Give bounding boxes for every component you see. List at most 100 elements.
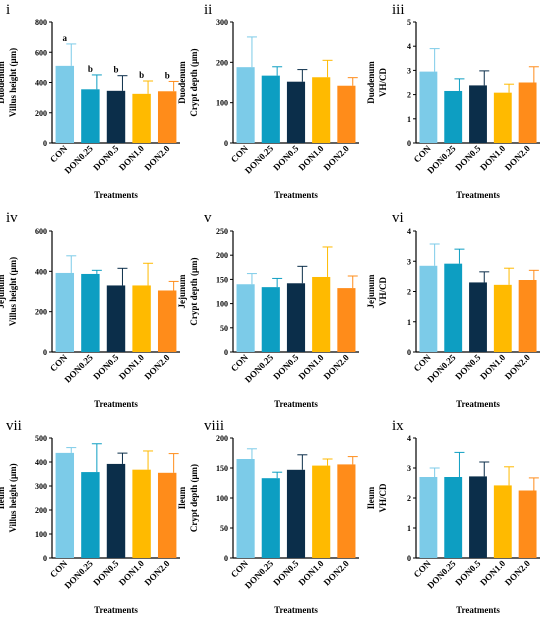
bar-DON0.25 bbox=[261, 478, 280, 558]
bar-DON1.0 bbox=[312, 465, 331, 558]
y-tick-label: 200 bbox=[216, 434, 228, 443]
y-tick-label: 2 bbox=[407, 91, 411, 100]
significance-letter: b bbox=[113, 65, 118, 75]
panel-label: v bbox=[204, 210, 212, 226]
x-tick-label: DON0.25 bbox=[62, 558, 95, 591]
bar-DON0.25 bbox=[261, 75, 280, 143]
y-tick-label: 200 bbox=[35, 308, 47, 317]
y-tick-label: 3 bbox=[407, 257, 411, 266]
x-tick-label: DON1.0 bbox=[478, 143, 508, 173]
bar-DON2.0 bbox=[157, 472, 177, 558]
y-tick-label: 100 bbox=[216, 300, 228, 309]
bar-DON2.0 bbox=[337, 85, 356, 143]
bar-CON bbox=[55, 65, 75, 143]
bar-CON bbox=[419, 265, 438, 352]
chart-panel-vii: vii 0 100 200 300 400 500 CONDON0.25DON0.5DON1.… bbox=[0, 418, 180, 615]
y-axis-title-line-2: Villus height (μm) bbox=[8, 48, 18, 117]
bar-DON0.5 bbox=[106, 463, 126, 558]
x-axis-title: Treatments bbox=[94, 605, 138, 615]
x-tick-label: DON2.0 bbox=[503, 558, 533, 588]
y-tick-label: 3 bbox=[407, 464, 411, 473]
y-axis-title-line-1: Jejunum bbox=[0, 274, 6, 309]
x-tick-label: DON0.5 bbox=[271, 558, 301, 588]
y-tick-label: 200 bbox=[35, 109, 47, 118]
significance-letter: b bbox=[165, 70, 170, 80]
x-tick-label: DON0.5 bbox=[271, 143, 301, 173]
y-tick-label: 0 bbox=[407, 348, 411, 357]
y-tick-label: 0 bbox=[224, 139, 228, 148]
x-tick-label: DON2.0 bbox=[322, 143, 352, 173]
bar-DON0.5 bbox=[286, 81, 306, 143]
x-tick-label: DON0.5 bbox=[271, 352, 301, 382]
significance-letter: b bbox=[139, 70, 144, 80]
bar-DON2.0 bbox=[157, 91, 177, 143]
y-tick-label: 4 bbox=[407, 434, 411, 443]
x-axis-title: Treatments bbox=[456, 605, 500, 615]
y-tick-label: 0 bbox=[43, 348, 47, 357]
bar-DON0.5 bbox=[286, 283, 306, 352]
x-tick-label: DON0.5 bbox=[453, 352, 483, 382]
y-axis-title-line-1: Jejunum bbox=[177, 274, 187, 309]
x-tick-label: DON1.0 bbox=[117, 558, 147, 588]
significance-letter: a bbox=[63, 33, 68, 43]
x-tick-label: DON1.0 bbox=[478, 352, 508, 382]
x-tick-label: DON0.5 bbox=[91, 558, 121, 588]
chart-panel-ix: ix01234CONDON0.25DON0.5DON1.0DON2.0Treat… bbox=[366, 418, 540, 615]
x-tick-label: DON1.0 bbox=[117, 143, 147, 173]
panel-label: i bbox=[6, 2, 10, 18]
chart-panel-i: i 0 200 400 600 800 a CON b DON0.25 b DON0.5 b DON1.0… bbox=[0, 2, 180, 200]
x-tick-label: DON2.0 bbox=[322, 558, 352, 588]
x-tick-label: DON1.0 bbox=[296, 352, 326, 382]
bar-DON1.0 bbox=[132, 93, 151, 143]
bar-DON1.0 bbox=[132, 285, 151, 352]
y-axis-title-line-2: Villus height (μm) bbox=[8, 463, 18, 532]
y-axis-title-line-2: VH/CD bbox=[378, 68, 388, 98]
bar-DON1.0 bbox=[493, 284, 512, 352]
y-tick-label: 3 bbox=[407, 66, 411, 75]
y-tick-label: 300 bbox=[216, 18, 228, 27]
x-tick-label: CON bbox=[48, 558, 70, 580]
y-tick-label: 600 bbox=[35, 227, 47, 236]
x-axis-title: Treatments bbox=[274, 399, 318, 409]
panel-label: viii bbox=[204, 418, 224, 434]
y-tick-label: 5 bbox=[407, 18, 411, 27]
y-tick-label: 50 bbox=[220, 324, 228, 333]
y-tick-label: 200 bbox=[35, 506, 47, 515]
y-axis-title-line-1: Duodenum bbox=[0, 61, 6, 104]
bar-DON1.0 bbox=[493, 485, 512, 558]
chart-panel-viii: viii 0 50 100 150 200 CONDON0.25DON0.5DON1.0DO… bbox=[177, 418, 359, 615]
x-tick-label: CON bbox=[412, 143, 434, 165]
bar-DON2.0 bbox=[157, 290, 177, 352]
x-axis-title: Treatments bbox=[94, 190, 138, 200]
x-tick-label: CON bbox=[48, 143, 70, 165]
x-tick-label: DON2.0 bbox=[503, 143, 533, 173]
x-tick-label: DON1.0 bbox=[296, 558, 326, 588]
y-tick-label: 1 bbox=[407, 524, 411, 533]
x-tick-label: DON2.0 bbox=[142, 352, 172, 382]
y-axis-title-line-2: VH/CD bbox=[378, 277, 388, 307]
panel-label: iv bbox=[6, 210, 18, 226]
bar-CON bbox=[419, 71, 438, 143]
x-tick-label: CON bbox=[412, 558, 434, 580]
x-tick-label: DON0.25 bbox=[243, 143, 276, 176]
x-axis-title: Treatments bbox=[274, 605, 318, 615]
y-tick-label: 600 bbox=[35, 48, 47, 57]
bar-DON2.0 bbox=[518, 490, 537, 558]
y-tick-label: 400 bbox=[35, 267, 47, 276]
chart-panel-iv: iv 0 200 400 600 CONDON0.25DON0.5DON1.0DON2.0… bbox=[0, 210, 180, 409]
y-tick-label: 0 bbox=[407, 139, 411, 148]
chart-panel-v: v 0 50 100 150 200 250 CONDON0.25DON0.5DON1.0DO… bbox=[177, 210, 359, 409]
y-axis-title-line-1: Duodenum bbox=[177, 61, 187, 104]
y-axis-title-line-2: Crypt depth (μm) bbox=[189, 464, 199, 532]
chart-panel-vi: vi01234CONDON0.25DON0.5DON1.0DON2.0Treat… bbox=[366, 210, 540, 409]
bar-DON0.25 bbox=[81, 472, 100, 558]
panel-label: ii bbox=[204, 2, 212, 18]
y-axis-title-line-1: Ileum bbox=[366, 486, 376, 509]
x-tick-label: CON bbox=[229, 558, 251, 580]
y-tick-label: 300 bbox=[35, 482, 47, 491]
x-tick-label: DON2.0 bbox=[142, 558, 172, 588]
bar-DON0.25 bbox=[261, 287, 280, 352]
x-tick-label: DON1.0 bbox=[296, 143, 326, 173]
x-tick-label: DON0.5 bbox=[453, 558, 483, 588]
x-tick-label: CON bbox=[229, 143, 251, 165]
